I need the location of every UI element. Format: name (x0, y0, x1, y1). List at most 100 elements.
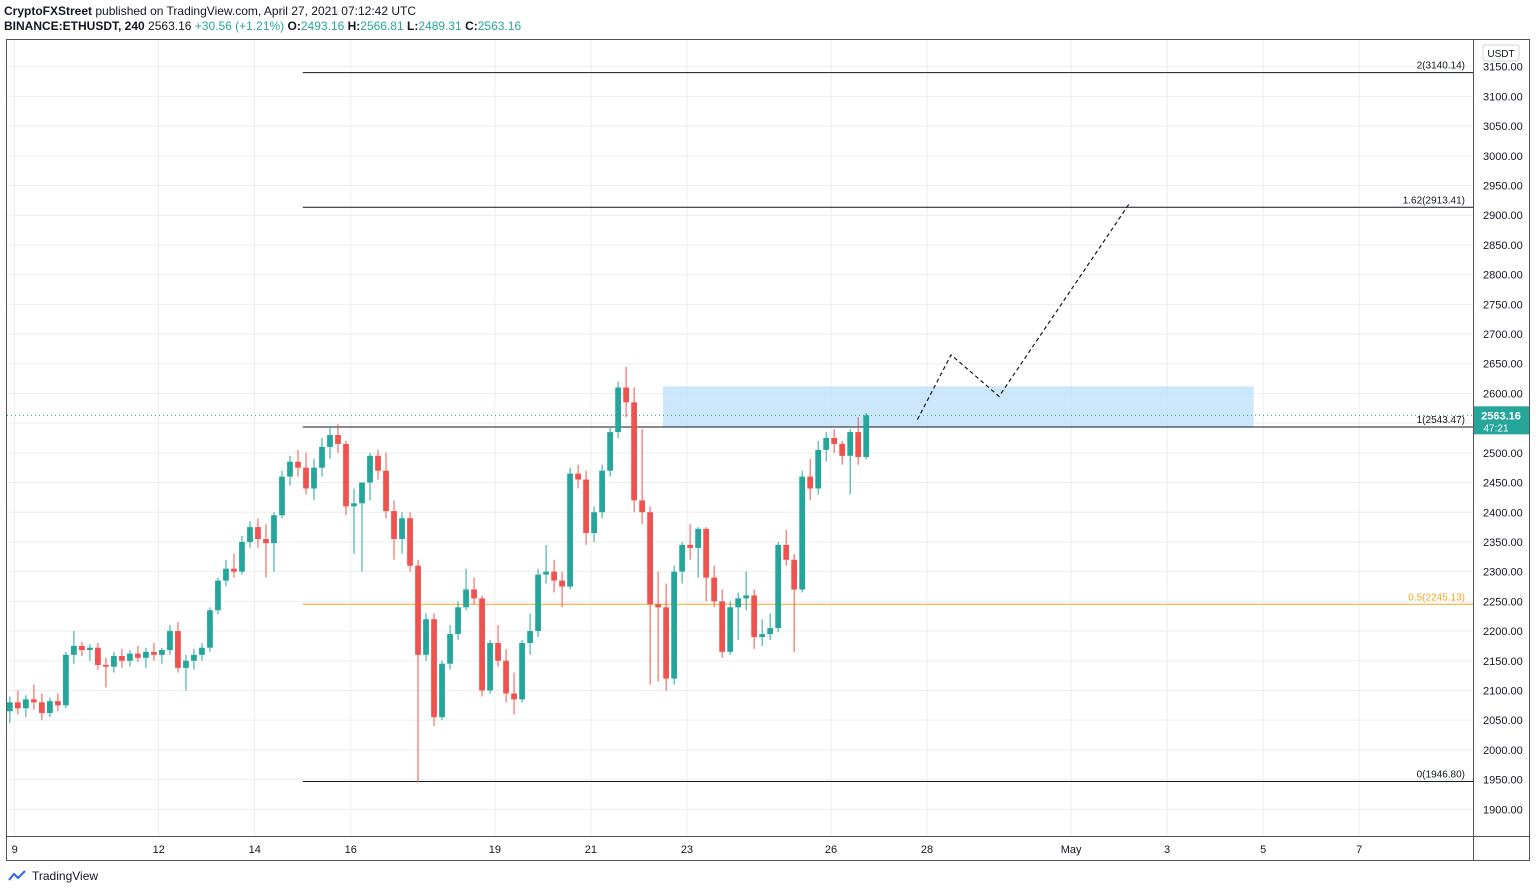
price-tick-25: 3150.00 (1483, 62, 1523, 74)
time-tick-1: 12 (153, 844, 165, 856)
time-tick-11: 5 (1260, 844, 1266, 856)
candle-7 (63, 651, 69, 709)
fib-label-0: 2(3140.14) (1417, 61, 1465, 72)
candle-body-85 (687, 544, 694, 548)
price-tick-8: 2300.00 (1483, 567, 1523, 579)
candle-71 (575, 464, 581, 489)
candle-92 (743, 571, 750, 611)
candle-body-69 (559, 580, 565, 587)
price-tick-14: 2600.00 (1483, 388, 1523, 400)
candle-body-46 (375, 455, 381, 471)
candle-30 (247, 521, 253, 548)
price-change: +30.56 (+1.21%) (194, 19, 285, 33)
symbol-label[interactable]: BINANCE:ETHUSDT, 240 (4, 19, 145, 33)
open-label: O: (287, 19, 301, 33)
candle-body-66 (535, 574, 541, 632)
price-axis[interactable]: 1900.00 1950.00 2000.00 2050.00 2100.00 2150.… (1483, 62, 1523, 817)
candle-49 (399, 512, 405, 554)
candle-107 (863, 413, 870, 460)
candle-body-60 (487, 642, 493, 691)
candle-body-43 (351, 503, 357, 507)
candle-16 (135, 645, 141, 662)
candle-48 (391, 500, 397, 560)
fib-label-3: 0.5(2245.13) (1408, 592, 1465, 603)
candle-83 (671, 565, 678, 685)
price-tick-11: 2450.00 (1483, 478, 1523, 490)
plot-area-border (6, 39, 1530, 861)
candle-6 (55, 693, 61, 712)
candle-106 (855, 417, 862, 465)
candle-body-86 (695, 528, 702, 548)
candle-body-22 (183, 660, 189, 668)
candle-80 (647, 506, 654, 685)
price-tick-7: 2250.00 (1483, 596, 1523, 608)
candle-31 (255, 518, 261, 548)
time-tick-7: 26 (825, 844, 837, 856)
price-tick-12: 2500.00 (1483, 448, 1523, 460)
candle-4 (39, 693, 45, 721)
candle-body-26 (215, 580, 221, 611)
candle-33 (271, 512, 277, 572)
candle-body-75 (607, 432, 613, 471)
supply-zone (662, 386, 1254, 428)
price-tick-18: 2800.00 (1483, 270, 1523, 282)
time-tick-12: 7 (1356, 844, 1362, 856)
candle-47 (383, 452, 389, 519)
candle-body-41 (335, 435, 341, 444)
candle-body-14 (119, 656, 125, 661)
currency-badge[interactable]: USDT (1482, 44, 1520, 62)
candle-21 (175, 622, 181, 673)
candle-body-68 (551, 571, 557, 581)
currency-badge-box (1482, 44, 1520, 62)
candle-0 (7, 696, 13, 724)
candle-35 (287, 455, 293, 486)
supply-zone-layer (662, 386, 1254, 428)
candle-53 (431, 613, 437, 727)
candle-body-91 (735, 598, 742, 608)
candle-39 (319, 438, 325, 477)
candle-43 (351, 488, 357, 554)
candle-body-58 (471, 589, 477, 599)
candle-body-104 (839, 443, 846, 456)
candle-103 (831, 429, 838, 453)
price-tick-4: 2100.00 (1483, 685, 1523, 697)
candle-68 (551, 559, 557, 593)
candle-29 (239, 536, 245, 575)
chart-header: CryptoFXStreet published on TradingView.… (4, 4, 521, 34)
candle-79 (639, 429, 646, 525)
candle-body-62 (503, 660, 509, 694)
candle-45 (367, 452, 373, 501)
candle-body-54 (439, 663, 445, 718)
candle-34 (279, 470, 285, 519)
fib-label-4: 0(1946.80) (1417, 769, 1465, 780)
candle-body-63 (511, 693, 517, 700)
candle-body-72 (583, 479, 589, 534)
candle-100 (807, 458, 814, 501)
publisher-name[interactable]: CryptoFXStreet (4, 4, 93, 18)
candle-body-45 (367, 455, 373, 483)
candle-body-37 (303, 467, 309, 489)
tradingview-footer[interactable]: TradingView (8, 869, 98, 883)
candle-89 (719, 589, 726, 658)
candle-body-79 (639, 500, 646, 513)
time-axis[interactable]: 9 12 14 16 19 21 23 26 28 May 3 5 7 (12, 844, 1363, 856)
candle-11 (95, 642, 101, 670)
candle-72 (583, 470, 589, 545)
candle-body-32 (263, 538, 269, 544)
candle-40 (327, 426, 333, 459)
fib-levels: 2(3140.14) 1.62(2913.41) 1(2543.47) 0.5(224… (302, 61, 1473, 782)
candle-74 (599, 464, 605, 519)
candle-body-39 (319, 446, 325, 468)
candle-76 (615, 381, 621, 438)
low-value: 2489.31 (418, 19, 462, 33)
candle-body-95 (767, 628, 774, 635)
candle-body-3 (31, 699, 37, 703)
candle-body-74 (599, 470, 605, 513)
candle-body-25 (207, 610, 213, 648)
candle-body-16 (135, 653, 141, 658)
candle-body-89 (719, 601, 726, 652)
candle-body-87 (703, 528, 710, 578)
candle-94 (759, 619, 766, 646)
